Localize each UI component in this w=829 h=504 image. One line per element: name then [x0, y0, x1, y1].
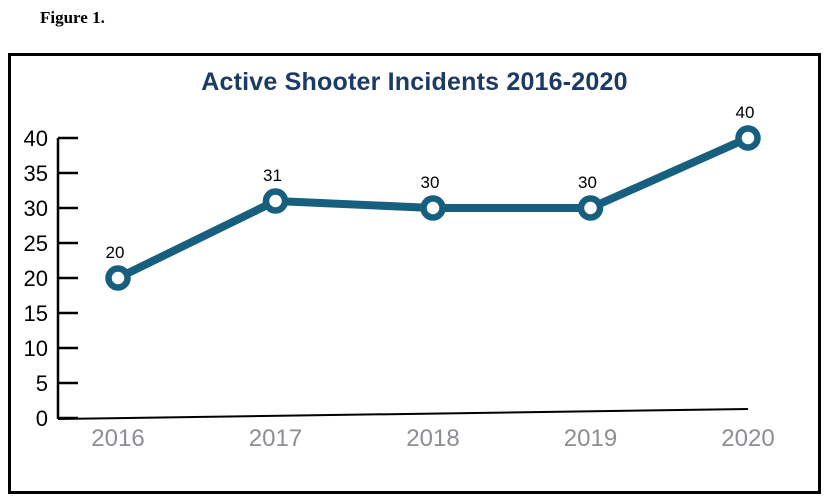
y-tick-label: 10 — [24, 336, 48, 361]
data-point-marker-2020 — [735, 125, 761, 151]
line-chart-svg: 0 5 10 15 20 25 30 35 40 20 2016 31 2017 30 2018 30 2019… — [24, 103, 775, 452]
data-point-marker-2017 — [262, 188, 289, 214]
y-tick-label: 5 — [36, 371, 48, 396]
data-point-label-2020: 40 — [736, 103, 755, 122]
chart-container: Active Shooter Incidents 2016-2020 0 5 10 1… — [8, 53, 821, 494]
y-tick-label: 15 — [24, 301, 48, 326]
y-tick-label: 20 — [24, 266, 48, 291]
y-tick-label: 0 — [36, 406, 48, 431]
y-tick-label: 40 — [24, 126, 48, 151]
x-axis-label-2018: 2018 — [406, 425, 459, 452]
data-point-label-2017: 31 — [263, 166, 282, 185]
figure-label: Figure 1. — [40, 8, 105, 27]
y-tick-label: 30 — [24, 196, 48, 221]
data-point-marker-2019 — [577, 195, 604, 221]
data-point-label-2018: 30 — [421, 173, 440, 192]
y-tick-label: 35 — [24, 161, 48, 186]
x-axis-label-2019: 2019 — [564, 425, 617, 452]
data-point-marker-2018 — [420, 195, 446, 221]
chart-title: Active Shooter Incidents 2016-2020 — [201, 68, 628, 96]
data-point-marker-2016 — [105, 265, 131, 291]
x-axis-label-2017: 2017 — [249, 425, 302, 452]
y-tick-label: 25 — [24, 231, 48, 256]
data-point-label-2016: 20 — [106, 243, 125, 262]
x-axis-label-2020: 2020 — [721, 425, 774, 452]
x-axis-label-2016: 2016 — [91, 425, 144, 452]
x-axis-line — [57, 408, 749, 420]
data-point-label-2019: 30 — [578, 173, 597, 192]
